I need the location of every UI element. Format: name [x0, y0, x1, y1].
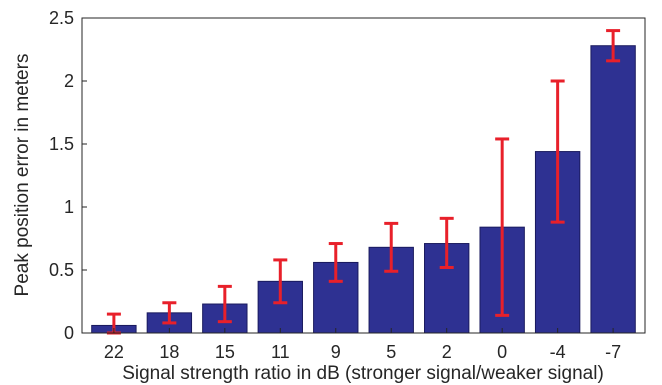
y-axis-label: Peak position error in meters — [12, 54, 33, 297]
x-tick-label-6: 2 — [442, 342, 452, 362]
y-tick-label-1: 0.5 — [49, 260, 74, 280]
x-tick-label-7: 0 — [497, 342, 507, 362]
y-tick-label-5: 2.5 — [49, 8, 74, 28]
x-axis-ticks: 22 18 15 11 9 5 2 0 -4 -7 — [104, 328, 621, 362]
x-tick-label-3: 11 — [271, 342, 290, 362]
x-tick-label-8: -4 — [550, 342, 566, 362]
x-tick-label-5: 5 — [386, 342, 396, 362]
plot-frame — [81, 17, 646, 334]
y-axis-ticks: 0 0.5 1 1.5 2 2.5 — [49, 8, 87, 343]
bars-group — [91, 45, 636, 334]
y-tick-label-2: 1 — [64, 197, 74, 217]
x-tick-label-1: 18 — [159, 342, 179, 362]
x-tick-label-2: 15 — [215, 342, 235, 362]
x-tick-label-9: -7 — [605, 342, 621, 362]
y-tick-label-0: 0 — [64, 323, 74, 343]
x-axis-label: Signal strength ratio in dB (stronger si… — [122, 363, 604, 384]
y-tick-label-4: 2 — [64, 71, 74, 91]
y-tick-label-3: 1.5 — [49, 134, 74, 154]
bar-9 — [590, 45, 636, 334]
x-tick-label-4: 9 — [331, 342, 341, 362]
x-tick-label-0: 22 — [104, 342, 124, 362]
